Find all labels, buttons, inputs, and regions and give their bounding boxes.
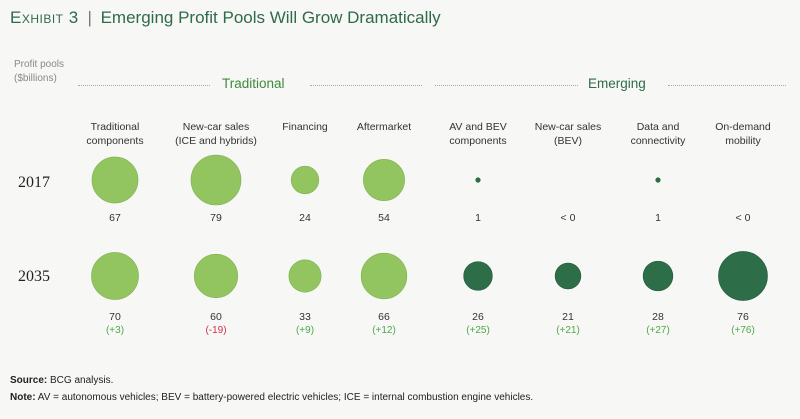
delta-label: (+25) xyxy=(466,325,490,336)
delta-label: (+3) xyxy=(105,325,125,336)
bubble-2035-2 xyxy=(193,253,239,299)
column-header-8: On-demand mobility xyxy=(693,120,793,148)
column-header-line2: mobility xyxy=(725,135,761,147)
delta-label: (-19) xyxy=(205,325,227,336)
bubble-2035-6 xyxy=(554,262,582,290)
emerging-divider-right xyxy=(668,85,786,86)
value-label-2035: 66 xyxy=(378,311,390,323)
source-line: Source: BCG analysis. xyxy=(10,372,533,389)
value-label-2035: 21 xyxy=(562,311,574,323)
column-header-3: Financing xyxy=(255,120,355,134)
note-text: AV = autonomous vehicles; BEV = battery-… xyxy=(35,392,534,403)
chart-footer: Source: BCG analysis. Note: AV = autonom… xyxy=(10,372,533,406)
bubble-2017-4 xyxy=(363,159,405,201)
traditional-divider-right xyxy=(310,85,422,86)
column-header-line2: components xyxy=(449,135,507,147)
source-text: BCG analysis. xyxy=(47,375,114,386)
column-header-1: Traditional components xyxy=(65,120,165,148)
column-header-4: Aftermarket xyxy=(334,120,434,134)
delta-label: (+21) xyxy=(556,325,580,336)
value-label-2035: 26 xyxy=(472,311,484,323)
bubble-2035-3 xyxy=(288,259,322,293)
units-label-line2: ($billions) xyxy=(14,73,57,84)
column-header-line2: (BEV) xyxy=(553,135,582,147)
bubble-2017-1 xyxy=(91,156,139,204)
value-label-2035: 33 xyxy=(299,311,311,323)
column-header-line1: Aftermarket xyxy=(356,121,412,133)
group-heading-traditional: Traditional xyxy=(212,76,295,91)
column-header-2: New-car sales (ICE and hybrids) xyxy=(166,120,266,148)
delta-label: (+27) xyxy=(646,325,670,336)
bubble-2035-5 xyxy=(463,261,493,291)
bubble-2035-8 xyxy=(718,251,768,301)
group-heading-emerging: Emerging xyxy=(578,76,656,91)
value-label-2035: 28 xyxy=(652,311,664,323)
title-text: Emerging Profit Pools Will Grow Dramatic… xyxy=(100,8,441,27)
emerging-divider-left xyxy=(435,85,580,86)
bubble-2035-1 xyxy=(91,252,139,300)
units-label-line1: Profit pools xyxy=(14,59,65,70)
column-header-line1: New-car sales xyxy=(182,121,250,133)
value-label-2017: 79 xyxy=(210,212,222,224)
row-label-2017: 2017 xyxy=(18,174,50,191)
value-label-2017: 1 xyxy=(475,212,481,224)
units-label: Profit pools ($billions) xyxy=(14,58,64,86)
bubble-2035-7 xyxy=(642,260,674,292)
bubble-2017-5 xyxy=(475,177,481,183)
bubble-2017-3 xyxy=(290,165,320,195)
traditional-divider-left xyxy=(78,85,210,86)
column-header-line2: connectivity xyxy=(630,135,686,147)
value-label-2017: < 0 xyxy=(560,212,576,224)
title-separator: | xyxy=(87,8,92,27)
column-header-line1: AV and BEV xyxy=(449,121,507,133)
value-label-2017: < 0 xyxy=(735,212,751,224)
source-label: Source: xyxy=(10,375,48,386)
column-header-line2: components xyxy=(86,135,144,147)
row-label-2035: 2035 xyxy=(18,268,50,285)
column-header-line1: Financing xyxy=(282,121,328,133)
column-header-line1: On-demand xyxy=(715,121,771,133)
delta-label: (+12) xyxy=(372,325,396,336)
bubble-2017-7 xyxy=(655,177,661,183)
column-header-line1: Data and xyxy=(636,121,680,133)
bubble-2035-4 xyxy=(360,252,408,300)
column-header-line2: (ICE and hybrids) xyxy=(175,135,257,147)
value-label-2017: 54 xyxy=(378,212,390,224)
value-label-2035: 76 xyxy=(737,311,749,323)
value-label-2017: 67 xyxy=(109,212,121,224)
column-header-line1: Traditional xyxy=(90,121,140,133)
delta-label: (+9) xyxy=(295,325,315,336)
column-header-6: New-car sales (BEV) xyxy=(518,120,618,148)
value-label-2017: 1 xyxy=(655,212,661,224)
exhibit-number: Exhibit 3 xyxy=(10,8,79,27)
value-label-2035: 60 xyxy=(210,311,222,323)
column-header-line1: New-car sales xyxy=(534,121,602,133)
value-label-2035: 70 xyxy=(109,311,121,323)
delta-label: (+76) xyxy=(731,325,755,336)
chart-title: Exhibit 3 | Emerging Profit Pools Will G… xyxy=(10,8,441,28)
note-line: Note: AV = autonomous vehicles; BEV = ba… xyxy=(10,389,533,406)
value-label-2017: 24 xyxy=(299,212,311,224)
note-label: Note: xyxy=(10,392,36,403)
column-header-5: AV and BEV components xyxy=(428,120,528,148)
bubble-2017-2 xyxy=(190,154,242,206)
column-header-7: Data and connectivity xyxy=(608,120,708,148)
